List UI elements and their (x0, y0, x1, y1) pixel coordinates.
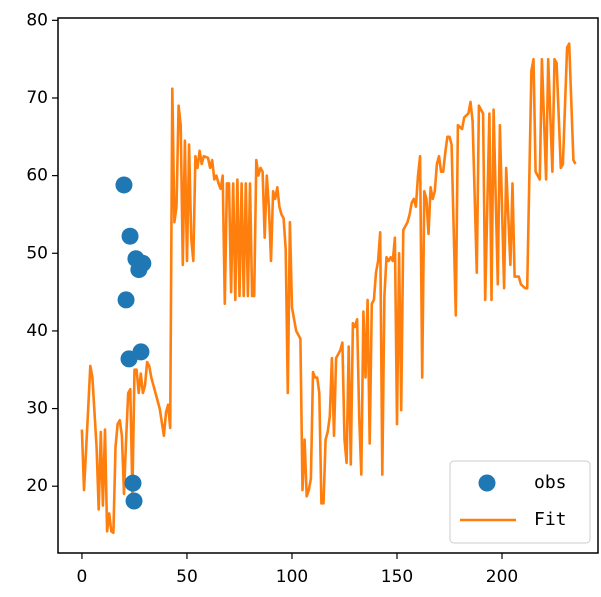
y-tick-label: 40 (26, 321, 48, 341)
y-tick-label: 70 (26, 88, 48, 108)
y-tick-label: 20 (26, 476, 48, 496)
obs-point (124, 474, 142, 492)
x-tick-label: 0 (77, 567, 88, 587)
legend-marker (478, 474, 496, 492)
plot-frame (57, 17, 599, 554)
y-tick-label: 30 (26, 399, 48, 419)
obs-point (125, 492, 143, 510)
obs-point (117, 291, 135, 309)
obs-point (115, 176, 133, 194)
fit-line (80, 42, 577, 535)
y-tick-label: 60 (26, 166, 48, 186)
y-tick-label: 80 (26, 10, 48, 30)
x-tick-label: 50 (176, 567, 198, 587)
x-tick-label: 200 (486, 567, 518, 587)
legend-label: obs (534, 472, 567, 493)
obs-point (130, 261, 148, 279)
y-tick-label: 50 (26, 243, 48, 263)
obs-point (121, 227, 139, 245)
obs-point (132, 343, 150, 361)
legend-box (449, 460, 591, 544)
legend-label: Fit (534, 509, 567, 530)
x-tick-label: 150 (381, 567, 413, 587)
x-tick-label: 100 (276, 567, 308, 587)
